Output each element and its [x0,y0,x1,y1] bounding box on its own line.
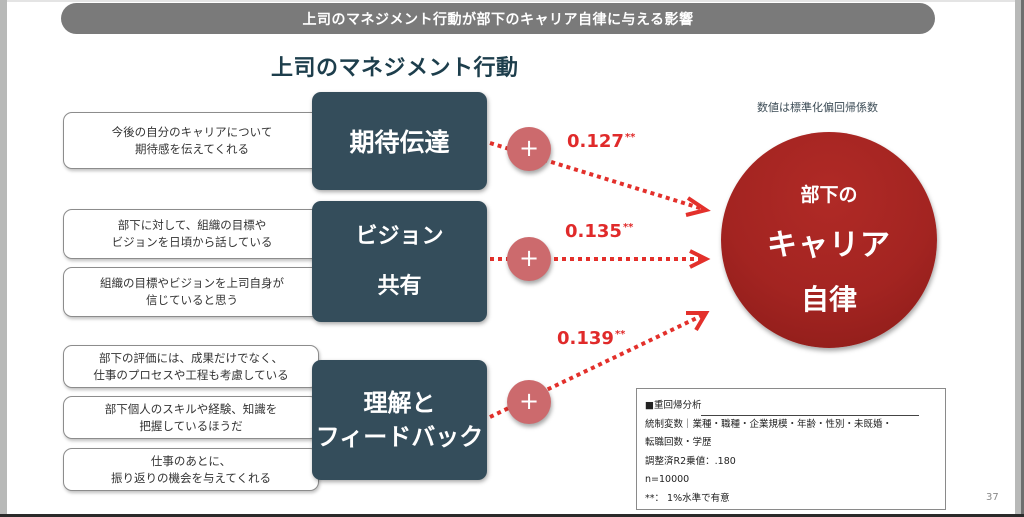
coefficient-value: 0.135 [565,221,622,242]
significance-mark: ** [614,329,626,340]
coefficient-vision: 0.135** [565,221,633,242]
coefficient-expectation: 0.127** [567,131,635,152]
significance-mark: ** [624,132,636,143]
stats-controls-line1: 統制変数｜業種・職種・企業規模・年齢・性別・未既婚・ [645,418,893,430]
behavior-label: 期待伝達 [349,128,450,157]
window-frame-top [7,0,1015,2]
coefficient-value: 0.139 [557,328,614,349]
item-feedback-1: 部下の評価には、成果だけでなく、 仕事のプロセスや工程も考慮している [63,345,319,388]
item-feedback-2: 部下個人のスキルや経験、知識を 把握しているほうだ [63,396,319,439]
coefficient-value: 0.127 [567,131,624,152]
regression-stats-box: ■重回帰分析 統制変数｜業種・職種・企業規模・年齢・性別・未既婚・ 転職回数・学… [636,388,946,510]
plus-icon: + [507,127,551,171]
behavior-label-line: フィードバック [315,423,484,451]
heading-underline [701,403,920,416]
item-vision-1: 部下に対して、組織の目標や ビジョンを日頃から話している [63,209,321,259]
stats-heading: ■重回帰分析 [645,400,702,411]
item-text-line: 期待感を伝えてくれる [134,141,250,156]
target-label-line2: キャリア [767,228,891,263]
item-text-line: 部下個人のスキルや経験、知識を [104,401,278,416]
arrowhead-1 [685,196,711,217]
item-feedback-3: 仕事のあとに、 振り返りの機会を与えてくれる [63,448,319,491]
stats-controls-line2: 転職回数・学歴 [645,437,712,448]
window-frame-right [1015,0,1024,517]
item-text-line: 振り返りの機会を与えてくれる [110,470,272,485]
item-expectation-1: 今後の自分のキャリアについて 期待感を伝えてくれる [63,112,321,169]
behavior-feedback: 理解と フィードバック [312,360,487,480]
item-text-line: 部下の評価には、成果だけでなく、 [99,350,283,365]
arrowhead-3 [686,311,710,332]
item-text-line: ビジョンを日頃から話している [111,235,273,249]
stats-heading-row: ■重回帰分析 [645,397,945,416]
stats-significance-note: **： 1%水準で有意 [645,492,730,504]
arrowhead-2 [689,249,711,269]
target-label-line3: 自律 [800,283,857,316]
item-text-line: 仕事のあとに、 [150,453,232,468]
behavior-label-line: 共有 [377,273,422,299]
item-text-line: 把握しているほうだ [139,418,243,433]
window-frame-bottom [0,514,1024,517]
coefficient-feedback: 0.139** [557,328,625,349]
window-scrollbar-edge[interactable] [1021,0,1024,517]
item-text-line: 組織の目標やビジョンを上司自身が [100,276,284,290]
plus-icon: + [507,237,551,281]
behavior-label-line: ビジョン [355,223,444,249]
plus-icon: + [507,380,551,424]
stats-adj-r2: 調整済R2乗値：.180 [645,455,736,467]
item-text-line: 信じていると思う [146,293,238,307]
window-frame-left [0,0,7,517]
stats-sample-size: n=10000 [645,474,690,485]
item-text-line: 仕事のプロセスや工程も考慮している [93,367,289,382]
slide-banner-title: 上司のマネジメント行動が部下のキャリア自律に与える影響 [302,11,694,28]
coefficient-note: 数値は標準化偏回帰係数 [757,101,878,114]
slide-banner: 上司のマネジメント行動が部下のキャリア自律に与える影響 [61,3,935,34]
section-title: 上司のマネジメント行動 [271,56,519,81]
page-number: 37 [986,492,999,503]
item-text-line: 部下に対して、組織の目標や [117,218,267,232]
behavior-vision: ビジョン 共有 [312,201,487,322]
item-text-line: 今後の自分のキャリアについて [111,124,273,139]
significance-mark: ** [622,222,634,233]
target-career-autonomy: 部下の キャリア 自律 [721,132,937,348]
behavior-expectation: 期待伝達 [312,92,487,190]
item-vision-2: 組織の目標やビジョンを上司自身が 信じていると思う [63,267,321,317]
behavior-label-line: 理解と [363,389,436,417]
target-label-line1: 部下の [800,184,858,206]
